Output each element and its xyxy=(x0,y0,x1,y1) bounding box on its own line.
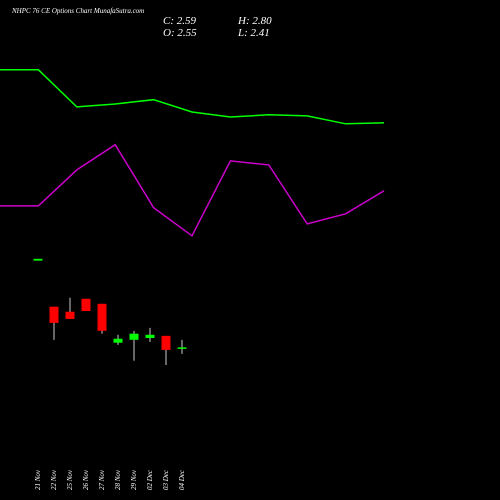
x-tick-label: 25 Nov xyxy=(66,469,74,490)
candle-body xyxy=(81,298,91,312)
x-tick-label: 29 Nov xyxy=(130,469,138,490)
close-label: C: 2.59 xyxy=(163,15,197,27)
open-label: O: 2.55 xyxy=(163,27,197,39)
candle-body xyxy=(145,334,155,339)
candle-body xyxy=(161,335,171,350)
candle-body xyxy=(49,306,59,323)
candle-body xyxy=(129,333,139,340)
x-tick-label: 04 Dec xyxy=(178,469,186,490)
candle-body xyxy=(97,303,107,331)
candle-body xyxy=(65,311,75,319)
indicator-line xyxy=(0,69,385,125)
x-tick-label: 26 Nov xyxy=(82,469,90,490)
chart-title: NHPC 76 CE Options Chart MunafaSutra.com xyxy=(11,7,144,15)
low-label: L: 2.41 xyxy=(237,27,270,39)
candle-body xyxy=(113,338,123,343)
candle-body xyxy=(33,258,43,261)
x-tick-label: 22 Nov xyxy=(50,469,58,490)
high-label: H: 2.80 xyxy=(237,15,272,27)
indicator-line xyxy=(0,143,385,237)
x-tick-label: 03 Dec xyxy=(162,469,170,490)
x-tick-label: 27 Nov xyxy=(98,469,106,490)
x-tick-label: 21 Nov xyxy=(34,469,42,490)
x-tick-label: 28 Nov xyxy=(114,469,122,490)
candle-body xyxy=(177,347,187,349)
x-tick-label: 02 Dec xyxy=(146,469,154,490)
